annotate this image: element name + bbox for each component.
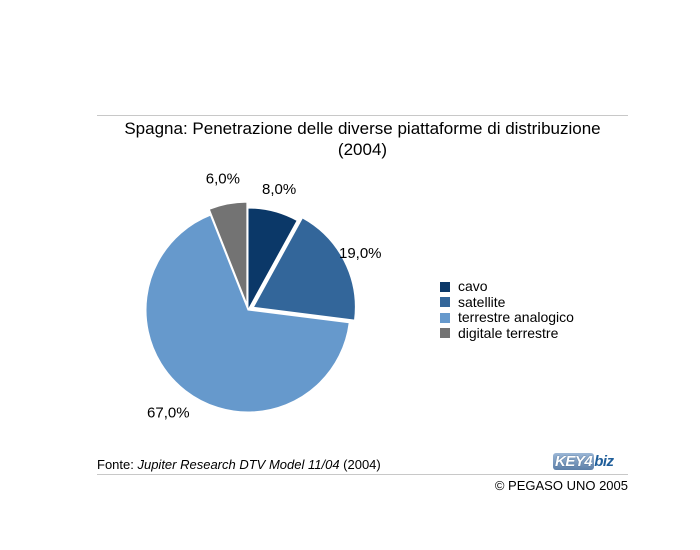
legend-item-digitale-terrestre: digitale terrestre bbox=[440, 324, 574, 342]
chart-legend: cavo satellite terrestre analogico digitale… bbox=[440, 278, 574, 342]
data-label-terrestre-analogico: 67,0% bbox=[147, 405, 190, 422]
legend-swatch bbox=[440, 312, 450, 323]
chart-title: Spagna: Penetrazione delle diverse piatt… bbox=[97, 118, 628, 160]
legend-label: satellite bbox=[458, 293, 506, 310]
logo-key: KEY4 bbox=[553, 453, 595, 470]
pie-slice-satellite bbox=[252, 217, 356, 321]
source-title: Jupiter Research DTV Model 11/04 bbox=[137, 457, 340, 472]
source-prefix: Fonte: bbox=[97, 457, 138, 472]
data-label-cavo: 8,0% bbox=[262, 181, 296, 198]
legend-item-satellite: satellite bbox=[440, 293, 574, 311]
legend-item-terrestre-analogico: terrestre analogico bbox=[440, 309, 574, 326]
pie-slice-digitale-terrestre bbox=[208, 201, 248, 305]
legend-label: cavo bbox=[458, 278, 488, 294]
pie-slice-terrestre-analogico bbox=[145, 214, 350, 413]
key4biz-logo: KEY4 biz bbox=[553, 453, 625, 473]
legend-swatch bbox=[440, 281, 450, 292]
legend-swatch bbox=[440, 328, 450, 339]
chart-title-line1: Spagna: Penetrazione delle diverse piatt… bbox=[124, 119, 601, 138]
pie-slice-cavo bbox=[247, 207, 298, 311]
top-divider bbox=[97, 115, 628, 116]
data-label-digitale-terrestre: 6,0% bbox=[206, 170, 240, 187]
source-note: Fonte: Jupiter Research DTV Model 11/04 … bbox=[97, 457, 381, 472]
legend-swatch bbox=[440, 297, 450, 308]
source-year: (2004) bbox=[339, 457, 381, 472]
legend-label: digitale terrestre bbox=[458, 324, 559, 341]
bottom-divider bbox=[97, 474, 628, 475]
copyright-notice: © PEGASO UNO 2005 bbox=[494, 478, 628, 493]
chart-title-line2: (2004) bbox=[337, 140, 388, 159]
legend-item-cavo: cavo bbox=[440, 278, 574, 295]
data-label-satellite: 19,0% bbox=[339, 245, 382, 262]
logo-biz: biz bbox=[594, 453, 614, 470]
legend-label: terrestre analogico bbox=[458, 309, 574, 325]
